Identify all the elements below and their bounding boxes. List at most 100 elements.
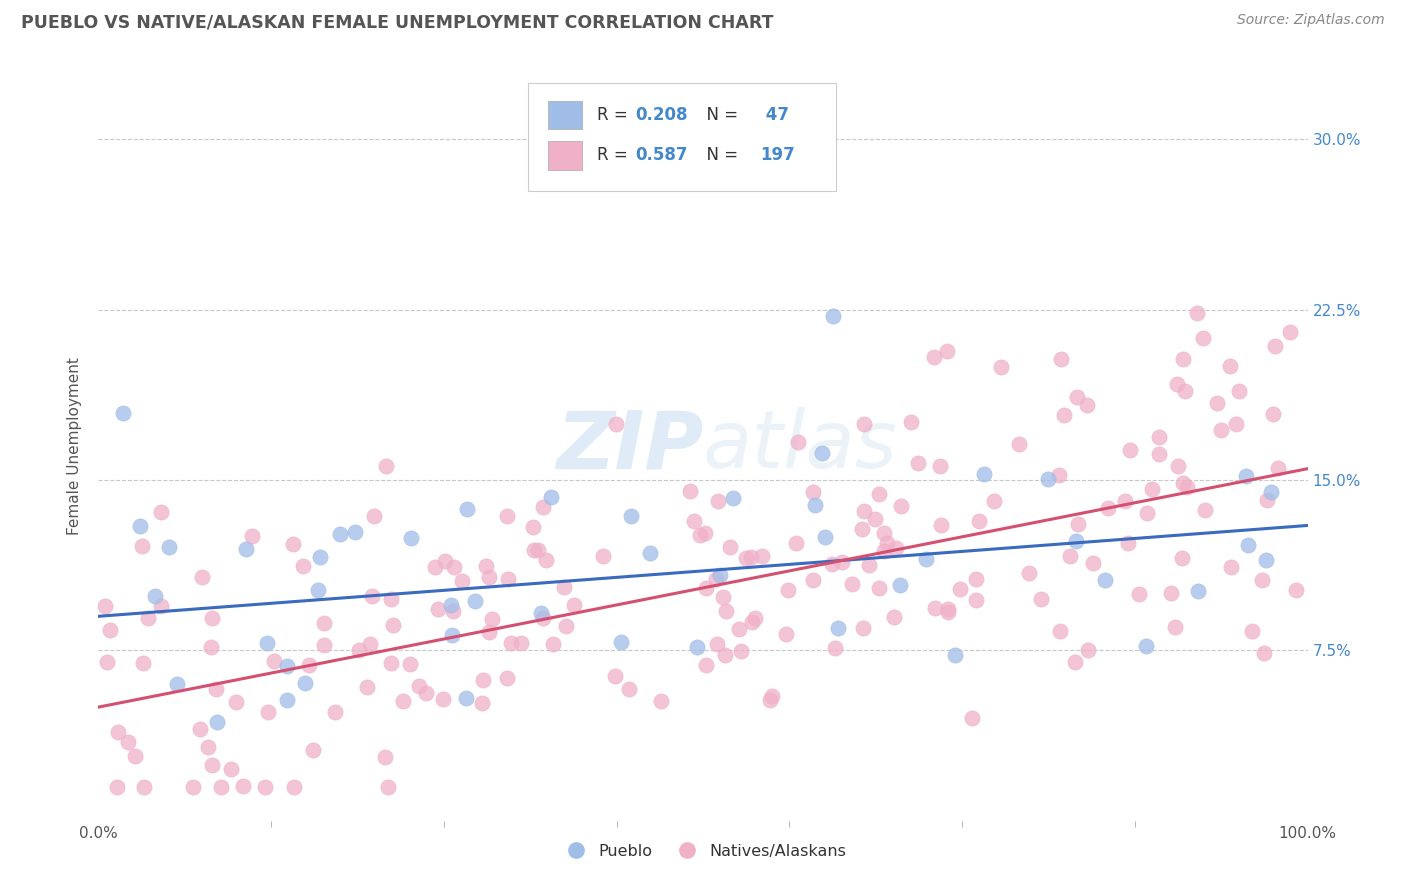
Point [374, 459, 396, 474]
Point [679, 483, 702, 498]
Point [1174, 384, 1197, 398]
Point [136, 611, 159, 625]
Point [1066, 390, 1088, 404]
Point [938, 605, 960, 619]
Point [1171, 551, 1194, 566]
Point [1076, 642, 1098, 657]
Point [936, 602, 959, 616]
Point [478, 624, 501, 639]
Point [522, 519, 544, 533]
Point [1167, 458, 1189, 473]
Point [256, 705, 278, 719]
Point [1219, 359, 1241, 373]
Point [112, 406, 135, 420]
Point [831, 555, 853, 569]
Text: Source: ZipAtlas.com: Source: ZipAtlas.com [1237, 13, 1385, 28]
Text: 0.587: 0.587 [636, 146, 688, 164]
Point [714, 648, 737, 662]
Point [441, 604, 464, 618]
Point [730, 644, 752, 658]
Point [706, 637, 728, 651]
Point [1234, 469, 1257, 483]
Point [105, 780, 128, 794]
Point [380, 656, 402, 670]
Point [827, 621, 849, 635]
Point [235, 541, 257, 556]
Point [983, 494, 1005, 508]
Point [689, 527, 711, 541]
Point [758, 692, 780, 706]
Point [873, 525, 896, 540]
Point [1253, 646, 1275, 660]
Point [967, 514, 990, 528]
Point [1114, 493, 1136, 508]
Point [356, 681, 378, 695]
Point [592, 549, 614, 564]
Point [312, 639, 335, 653]
Point [1175, 480, 1198, 494]
Point [276, 693, 298, 707]
Point [1018, 566, 1040, 581]
Point [1187, 584, 1209, 599]
Text: N =: N = [696, 106, 744, 124]
Point [1185, 306, 1208, 320]
Point [683, 515, 706, 529]
Point [392, 694, 415, 708]
Point [225, 695, 247, 709]
Point [1135, 639, 1157, 653]
Point [253, 780, 276, 794]
Point [868, 487, 890, 501]
Point [1136, 506, 1159, 520]
Point [107, 725, 129, 739]
Point [924, 601, 946, 615]
Point [852, 621, 875, 635]
Point [205, 715, 228, 730]
Point [948, 582, 970, 596]
Point [776, 582, 799, 597]
Point [555, 619, 578, 633]
Point [349, 642, 371, 657]
Point [263, 654, 285, 668]
Point [201, 611, 224, 625]
Point [714, 604, 737, 618]
Point [740, 550, 762, 565]
Y-axis label: Female Unemployment: Female Unemployment [67, 357, 83, 535]
Point [456, 691, 478, 706]
Point [711, 590, 734, 604]
Point [929, 518, 952, 533]
Point [735, 551, 758, 566]
Point [1053, 408, 1076, 422]
Point [943, 648, 966, 662]
Point [361, 589, 384, 603]
Point [377, 780, 399, 794]
Point [1227, 384, 1250, 398]
Point [93, 599, 115, 613]
Point [443, 559, 465, 574]
Point [741, 615, 763, 629]
Point [451, 574, 474, 588]
Point [540, 490, 562, 504]
Point [1149, 429, 1171, 443]
Point [190, 570, 212, 584]
Point [1194, 503, 1216, 517]
Point [1163, 620, 1185, 634]
Point [890, 499, 912, 513]
FancyBboxPatch shape [548, 101, 582, 129]
Point [1267, 461, 1289, 475]
Point [197, 739, 219, 754]
Point [1260, 484, 1282, 499]
Point [1008, 436, 1031, 450]
Text: 197: 197 [759, 146, 794, 164]
Point [1149, 446, 1171, 460]
Point [883, 610, 905, 624]
Point [464, 594, 486, 608]
Point [1097, 500, 1119, 515]
Text: R =: R = [596, 146, 633, 164]
Point [380, 591, 402, 606]
Point [96, 655, 118, 669]
Point [852, 504, 875, 518]
Point [157, 540, 180, 554]
Point [914, 551, 936, 566]
Point [1140, 482, 1163, 496]
Point [973, 467, 995, 481]
